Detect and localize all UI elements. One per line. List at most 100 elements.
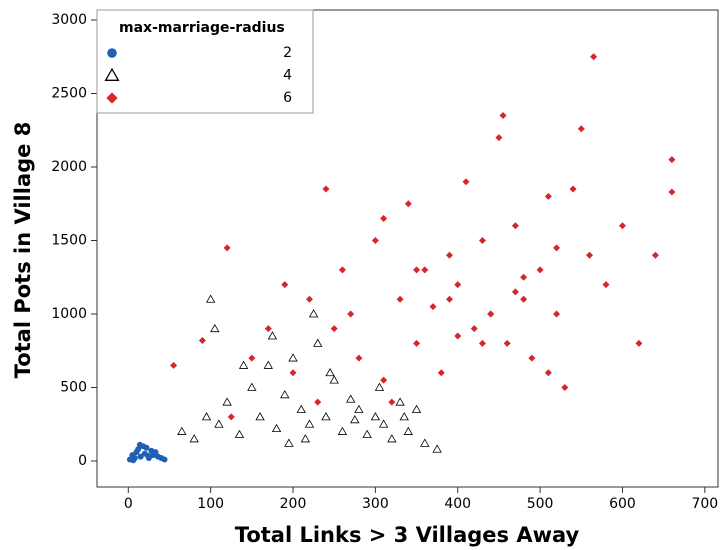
data-point (411, 404, 422, 413)
data-point (314, 398, 322, 406)
data-point (247, 382, 257, 391)
data-point (590, 53, 598, 61)
data-point (330, 325, 338, 333)
x-tick-label: 600 (609, 496, 636, 512)
data-point (201, 412, 212, 421)
data-point (413, 339, 421, 347)
x-tick-label: 300 (362, 496, 389, 512)
data-point (205, 294, 216, 303)
x-tick-label: 400 (444, 496, 471, 512)
y-tick-label: 0 (78, 453, 87, 469)
data-point (281, 281, 289, 289)
data-point (248, 354, 256, 362)
y-tick-label: 2000 (51, 159, 87, 175)
data-point (520, 295, 528, 303)
data-point (288, 353, 298, 362)
data-point (421, 266, 429, 274)
data-point (668, 188, 676, 196)
data-point (437, 369, 445, 377)
legend-marker (104, 67, 120, 81)
legend-label: 4 (283, 68, 292, 84)
data-point (454, 332, 462, 340)
data-point (511, 222, 519, 230)
data-point (234, 429, 245, 438)
data-point (170, 361, 178, 369)
data-point (223, 244, 231, 252)
legend-marker (106, 92, 118, 104)
y-tick-label: 1500 (51, 232, 87, 248)
data-point (553, 244, 561, 252)
x-tick-label: 700 (691, 496, 718, 512)
y-tick-label: 3000 (51, 12, 87, 28)
data-point (214, 419, 224, 428)
data-point (454, 281, 462, 289)
data-point (478, 339, 486, 347)
x-axis-label: Total Links > 3 Villages Away (235, 523, 580, 547)
data-point (136, 441, 143, 448)
x-tick-label: 0 (124, 496, 133, 512)
data-point (329, 375, 339, 384)
data-point (429, 303, 437, 311)
data-point (378, 419, 389, 428)
data-point (511, 288, 519, 296)
data-point (420, 438, 430, 447)
data-point (380, 376, 388, 384)
data-point (263, 360, 273, 369)
data-point (635, 339, 643, 347)
data-point (284, 438, 294, 447)
data-point (222, 397, 232, 406)
data-point (520, 273, 528, 281)
data-point (355, 354, 363, 362)
data-point (362, 429, 372, 438)
data-point (577, 125, 585, 133)
data-point (404, 200, 412, 208)
x-tick-label: 100 (197, 496, 224, 512)
data-point (618, 222, 626, 230)
legend-marker (107, 48, 117, 58)
data-point (495, 134, 503, 142)
plot-frame (96, 9, 719, 488)
y-tick-label: 2500 (51, 85, 87, 101)
data-point (528, 354, 536, 362)
data-point (569, 185, 577, 193)
legend-label: 6 (283, 90, 292, 106)
data-point (462, 178, 470, 186)
y-tick-label: 1000 (51, 306, 87, 322)
data-point (602, 281, 610, 289)
data-point (354, 404, 364, 413)
data-point (271, 423, 282, 433)
data-point (561, 383, 569, 391)
data-point (403, 426, 414, 435)
data-point (470, 325, 478, 333)
data-point (305, 295, 313, 303)
data-point (337, 426, 348, 435)
data-point (395, 397, 405, 406)
data-point (399, 412, 409, 421)
x-tick-label: 200 (280, 496, 307, 512)
legend-title: max-marriage-radius (119, 20, 285, 36)
data-point (370, 412, 381, 421)
data-point (544, 192, 552, 200)
data-point (227, 413, 235, 421)
data-point (300, 434, 311, 443)
data-point (325, 367, 335, 377)
data-point (308, 309, 319, 318)
data-point (347, 310, 355, 318)
data-point (374, 382, 385, 391)
data-point (651, 251, 659, 259)
data-point (350, 415, 360, 424)
data-point (446, 295, 454, 303)
data-point (143, 444, 150, 451)
data-point (586, 251, 594, 259)
data-point (321, 412, 331, 421)
legend-label: 2 (283, 45, 292, 61)
data-point (145, 452, 152, 459)
data-point (503, 339, 511, 347)
data-point (322, 185, 330, 193)
data-point (151, 450, 158, 457)
y-tick-label: 500 (60, 379, 87, 395)
data-point (313, 338, 323, 347)
data-point (478, 236, 486, 244)
